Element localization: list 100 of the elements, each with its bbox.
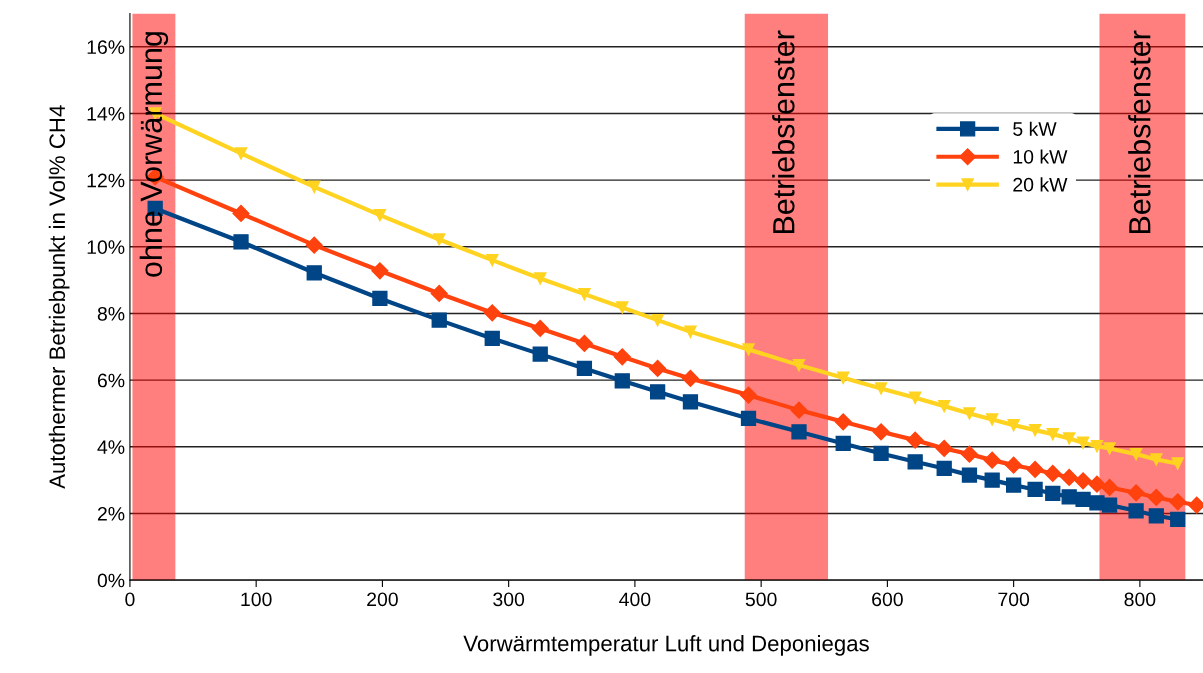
point: [984, 472, 1000, 488]
point: [1090, 439, 1104, 453]
point: [233, 234, 249, 250]
point: [1128, 503, 1144, 519]
point: [872, 423, 890, 441]
point: [936, 460, 952, 477]
x-tick-label: 800: [1124, 592, 1156, 607]
point: [430, 284, 448, 303]
y-tick-label: 12%: [87, 173, 125, 188]
point: [232, 204, 250, 223]
point: [1148, 508, 1164, 524]
point: [1076, 436, 1090, 450]
point: [937, 399, 951, 413]
point: [1101, 497, 1118, 513]
point: [835, 435, 851, 452]
point: [1044, 464, 1062, 483]
point: [1074, 472, 1092, 490]
point: [1007, 418, 1020, 432]
point: [681, 369, 700, 388]
legend-label: 5 kW: [1013, 121, 1057, 136]
x-tick-label: 600: [872, 592, 903, 607]
point: [616, 301, 629, 314]
y-tick-label: 10%: [87, 240, 125, 255]
point: [836, 371, 850, 385]
y-tick-label: 0%: [97, 573, 125, 588]
point: [373, 208, 387, 222]
point: [961, 467, 978, 483]
x-tick-label: 200: [367, 592, 398, 607]
point: [649, 359, 667, 378]
point: [1169, 493, 1187, 511]
point: [614, 373, 630, 389]
point: [1171, 457, 1185, 470]
point: [790, 401, 808, 419]
point: [985, 413, 999, 426]
point: [1062, 432, 1076, 445]
point: [742, 343, 755, 356]
point: [532, 346, 548, 362]
point: [1075, 491, 1091, 508]
point: [306, 265, 322, 281]
point: [305, 236, 323, 254]
x-axis-title: Vorwärmtemperatur Luft und Deponiegas: [463, 635, 869, 656]
y-tick-label: 4%: [97, 440, 125, 454]
point: [578, 287, 591, 301]
point: [963, 407, 976, 420]
point: [484, 330, 500, 347]
point: [1170, 511, 1186, 528]
point: [371, 262, 389, 280]
point: [1027, 481, 1043, 498]
point: [372, 290, 388, 307]
point: [1127, 484, 1145, 502]
point: [1088, 475, 1106, 493]
point: [873, 445, 889, 462]
point: [682, 394, 699, 410]
point: [1005, 456, 1023, 474]
x-tick-label: 500: [745, 592, 777, 607]
x-tick-label: 400: [619, 592, 651, 607]
point: [432, 233, 446, 246]
point: [960, 445, 979, 463]
point: [485, 253, 499, 267]
point: [740, 410, 757, 427]
band-label: Betriebsfenster: [772, 30, 795, 234]
point: [1150, 453, 1163, 466]
x-tick-label: 300: [493, 592, 525, 607]
y-tick-label: 16%: [87, 40, 125, 55]
point: [907, 454, 923, 470]
point: [483, 304, 501, 322]
y-tick-label: 14%: [87, 107, 125, 121]
point: [1005, 477, 1022, 493]
point: [834, 413, 852, 431]
point: [1101, 478, 1119, 497]
point: [739, 386, 758, 404]
y-axis-title: Autothermer Betriebpunkt in Vol% CH4: [48, 105, 70, 489]
point: [908, 391, 922, 405]
point: [1147, 488, 1165, 507]
point: [533, 272, 547, 285]
point: [935, 439, 953, 458]
point: [1045, 485, 1061, 502]
point: [431, 312, 447, 328]
point: [575, 334, 593, 353]
point: [613, 348, 631, 366]
x-tick-label: 0: [125, 592, 135, 607]
legend-label: 10 kW: [1013, 149, 1068, 164]
point: [1026, 460, 1044, 479]
x-tick-label: 100: [241, 592, 272, 607]
point: [649, 384, 666, 400]
band-label: Betriebsfenster: [1128, 30, 1151, 234]
point: [234, 147, 248, 160]
point: [1129, 447, 1143, 461]
point: [1103, 442, 1116, 455]
point: [1046, 427, 1060, 441]
point: [791, 424, 807, 440]
point: [307, 180, 321, 194]
point: [1060, 468, 1078, 487]
point: [792, 358, 806, 372]
point: [651, 313, 664, 327]
point: [983, 451, 1001, 469]
band-label: ohne Vorwärmung: [139, 32, 169, 277]
legend-label: 20 kW: [1013, 177, 1068, 192]
x-tick-label: 700: [998, 592, 1030, 607]
point: [531, 319, 549, 338]
